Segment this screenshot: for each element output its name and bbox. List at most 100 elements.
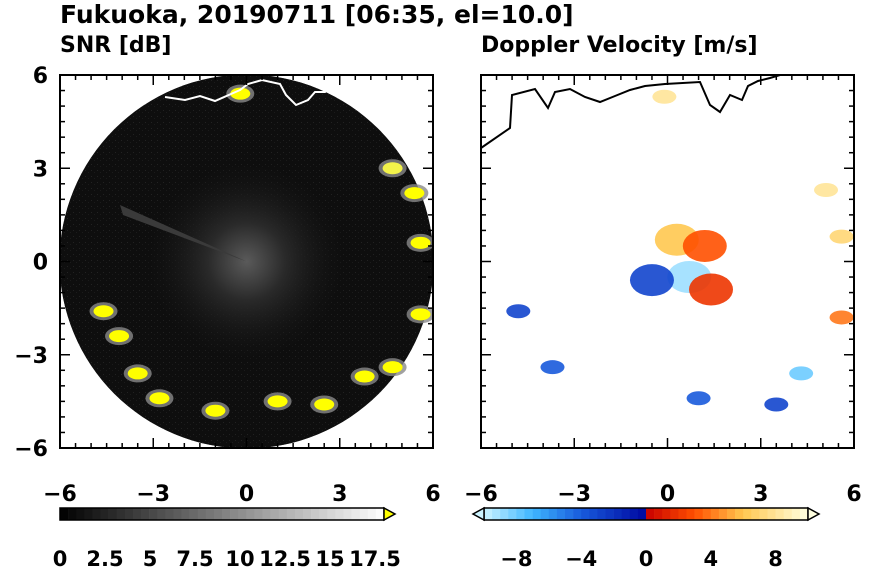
snr-colorbar-segment <box>343 508 352 520</box>
snr-colorbar-segment <box>359 508 369 520</box>
velocity-colorbar-segment <box>573 508 582 520</box>
snr-colorbar-segment <box>222 508 231 520</box>
velocity-echo <box>829 229 854 244</box>
snr-colorbar-segment <box>303 508 312 520</box>
velocity-radar-site <box>661 255 674 268</box>
snr-beam-blockage <box>120 205 247 262</box>
snr-colorbar-segment <box>149 508 158 520</box>
velocity-colorbar-segment <box>727 508 736 520</box>
snr-echo <box>149 392 170 405</box>
snr-echo <box>382 361 403 374</box>
velocity-x-tick-label: 3 <box>753 482 768 507</box>
snr-x-tick-label: −3 <box>136 482 170 507</box>
velocity-colorbar-segment <box>605 508 614 520</box>
snr-colorbar-segment <box>311 508 320 520</box>
velocity-colorbar-segment <box>654 508 663 520</box>
velocity-x-tick-label: 0 <box>660 482 675 507</box>
velocity-colorbar-segment <box>524 508 533 520</box>
velocity-colorbar-segment <box>597 508 606 520</box>
snr-colorbar-segment <box>165 508 174 520</box>
velocity-colorbar-segment <box>548 508 558 520</box>
snr-colorbar-segment <box>108 508 117 520</box>
snr-colorbar-tick-label: 2.5 <box>86 547 123 570</box>
velocity-colorbar-segment <box>556 508 566 520</box>
velocity-colorbar-segment <box>621 508 631 520</box>
velocity-echo <box>540 360 565 375</box>
snr-colorbar-tick-label: 15 <box>315 547 344 570</box>
velocity-colorbar-segment <box>492 508 501 520</box>
velocity-panel: −6 −3 0 3 6 <box>464 74 862 507</box>
velocity-coastline <box>481 75 781 149</box>
velocity-colorbar-segment <box>799 508 809 520</box>
velocity-colorbar-tick-label: −4 <box>565 547 597 570</box>
velocity-axis-ticks: −6 −3 0 3 6 <box>464 74 862 507</box>
snr-colorbar-segment <box>157 508 166 520</box>
snr-colorbar-segment <box>327 508 336 520</box>
velocity-colorbar-segment <box>589 508 598 520</box>
velocity-colorbar-segment <box>759 508 768 520</box>
velocity-echo-layer <box>506 89 854 412</box>
snr-colorbar-segment <box>367 508 377 520</box>
velocity-echo <box>686 391 711 406</box>
snr-colorbar-tick-label: 10 <box>225 547 254 570</box>
velocity-colorbar-segment <box>508 508 517 520</box>
snr-x-tick-label: −6 <box>43 482 77 507</box>
velocity-colorbar-segment <box>702 508 712 520</box>
snr-colorbar-max-arrow <box>383 506 397 522</box>
snr-colorbar-tick-label: 5 <box>143 547 158 570</box>
snr-echo <box>230 87 251 100</box>
snr-colorbar-segment <box>213 508 223 520</box>
snr-echo <box>127 367 148 380</box>
snr-colorbar-segment <box>173 508 182 520</box>
velocity-colorbar-segment <box>662 508 671 520</box>
velocity-x-tick-label: −6 <box>464 482 498 507</box>
snr-panel: −6 −3 0 3 6 6 3 0 −3 −6 <box>14 64 440 507</box>
velocity-colorbar-segment <box>670 508 679 520</box>
velocity-colorbar-tick-label: −8 <box>500 547 532 570</box>
velocity-colorbar-segment <box>646 508 655 520</box>
velocity-echo <box>652 89 677 104</box>
snr-colorbar-segment <box>181 508 190 520</box>
snr-echo <box>205 404 226 417</box>
velocity-colorbar-segment <box>565 508 574 520</box>
velocity-echo <box>682 229 727 262</box>
velocity-echo <box>789 366 814 381</box>
snr-echo <box>93 305 114 318</box>
snr-colorbar-segment <box>335 508 344 520</box>
velocity-colorbar-segment <box>484 508 493 520</box>
figure-title: Fukuoka, 20190711 [06:35, el=10.0] <box>60 0 574 29</box>
velocity-colorbar-segment <box>637 508 647 520</box>
velocity-echo <box>629 264 674 297</box>
velocity-panel-title: Doppler Velocity [m/s] <box>481 33 758 58</box>
snr-colorbar-segment <box>238 508 247 520</box>
snr-y-tick-label: −6 <box>14 437 48 462</box>
velocity-colorbar-max-arrow <box>807 506 821 522</box>
velocity-x-tick-label: −3 <box>557 482 591 507</box>
snr-colorbar-segment <box>286 508 296 520</box>
snr-colorbar-segment <box>116 508 126 520</box>
snr-echo <box>382 162 403 175</box>
snr-colorbar-segment <box>124 508 134 520</box>
snr-x-tick-label: 3 <box>332 482 347 507</box>
snr-axis-ticks: −6 −3 0 3 6 6 3 0 −3 −6 <box>14 64 440 507</box>
snr-colorbar-segment <box>84 508 93 520</box>
velocity-echo <box>814 183 839 198</box>
velocity-colorbar-segment <box>694 508 703 520</box>
velocity-echo <box>764 397 789 412</box>
velocity-colorbar-segment <box>540 508 550 520</box>
velocity-colorbar-segment <box>532 508 541 520</box>
snr-colorbar-tick-label: 17.5 <box>349 547 401 570</box>
snr-echo <box>314 398 335 411</box>
snr-colorbar-segment <box>60 508 69 520</box>
velocity-colorbar-tick-label: 4 <box>703 547 718 570</box>
snr-echo <box>267 395 288 408</box>
velocity-colorbar-segment <box>767 508 776 520</box>
velocity-echo <box>829 310 854 325</box>
snr-colorbar-segment <box>141 508 150 520</box>
snr-colorbar-segment <box>294 508 304 520</box>
snr-x-tick-label: 0 <box>239 482 254 507</box>
snr-echo <box>109 330 130 343</box>
velocity-colorbar-segment <box>516 508 525 520</box>
velocity-x-tick-label: 6 <box>846 482 861 507</box>
velocity-colorbar-tick-label: 0 <box>639 547 654 570</box>
